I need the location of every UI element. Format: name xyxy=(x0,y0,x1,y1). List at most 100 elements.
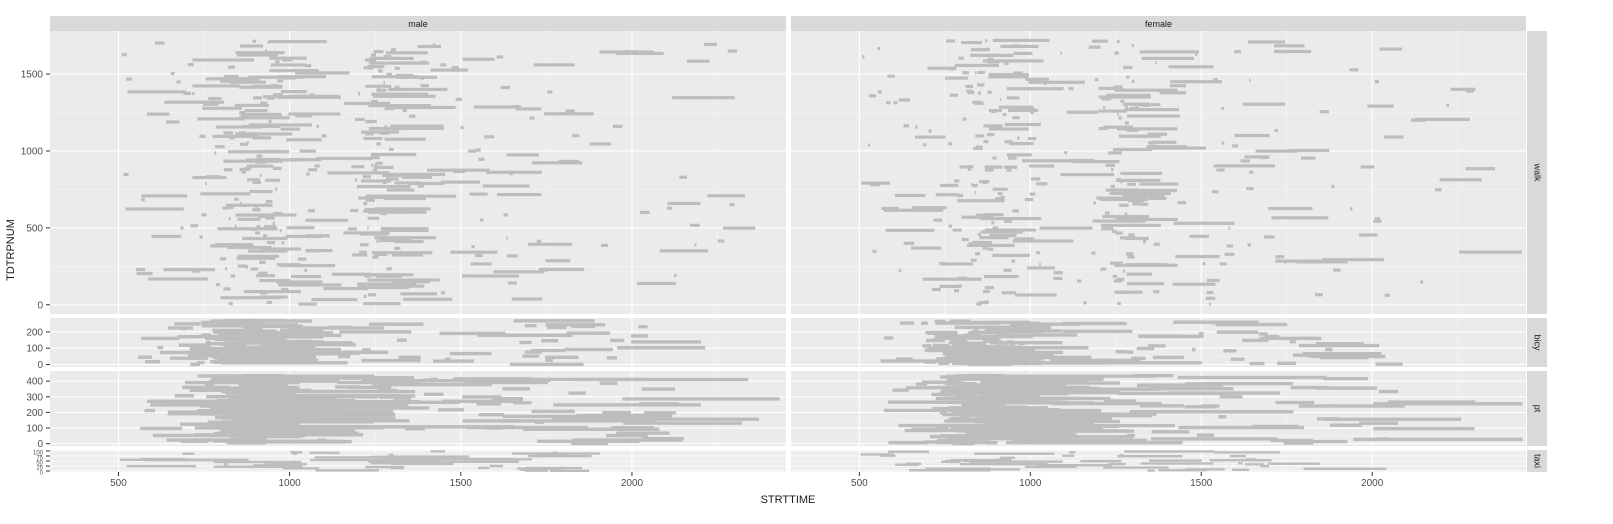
trip-segment xyxy=(464,380,548,385)
trip-segment xyxy=(958,56,964,60)
trip-segment xyxy=(991,346,1089,350)
trip-segment xyxy=(1323,377,1368,381)
trip-segment xyxy=(237,264,248,268)
trip-segment xyxy=(999,355,1092,360)
trip-segment xyxy=(1466,89,1474,93)
trip-segment xyxy=(1012,44,1019,48)
trip-segment xyxy=(213,460,302,464)
trip-segment xyxy=(1271,216,1329,220)
trip-segment xyxy=(315,469,379,472)
trip-segment xyxy=(1333,268,1341,272)
trip-segment xyxy=(402,109,407,113)
trip-segment xyxy=(667,206,672,210)
trip-segment xyxy=(187,353,205,358)
trip-segment xyxy=(1263,334,1280,339)
trip-segment xyxy=(385,84,392,88)
trip-segment xyxy=(484,135,495,139)
trip-segment xyxy=(1000,44,1039,48)
trip-segment xyxy=(924,360,937,364)
trip-segment xyxy=(553,451,558,454)
trip-segment xyxy=(250,267,259,271)
trip-segment xyxy=(1249,361,1265,366)
trip-segment xyxy=(553,403,701,407)
trip-segment xyxy=(244,290,301,294)
trip-segment xyxy=(448,460,519,463)
trip-segment xyxy=(631,340,702,344)
trip-segment xyxy=(952,441,974,446)
trip-segment xyxy=(255,231,260,235)
trip-segment xyxy=(155,41,165,45)
trip-segment xyxy=(993,394,1041,398)
trip-segment xyxy=(1132,202,1145,206)
trip-segment xyxy=(872,249,877,253)
trip-segment xyxy=(1209,459,1272,462)
trip-segment xyxy=(381,228,429,232)
trip-segment xyxy=(234,341,254,345)
trip-segment xyxy=(601,243,609,247)
trip-segment xyxy=(980,230,1023,234)
trip-segment xyxy=(378,69,383,73)
trip-segment xyxy=(478,466,490,469)
trip-segment xyxy=(1092,219,1146,223)
trip-segment xyxy=(383,54,392,59)
trip-segment xyxy=(163,268,216,272)
trip-segment xyxy=(276,462,282,466)
trip-segment xyxy=(525,469,548,472)
trip-segment xyxy=(299,149,316,153)
trip-segment xyxy=(1122,217,1137,221)
trip-segment xyxy=(959,463,1048,466)
trip-segment xyxy=(268,40,327,44)
trip-segment xyxy=(354,178,358,182)
trip-segment xyxy=(336,380,421,385)
trip-segment xyxy=(249,189,273,194)
trip-segment xyxy=(123,172,129,177)
trip-segment xyxy=(956,334,974,338)
trip-segment xyxy=(492,397,523,401)
trip-segment xyxy=(468,149,476,153)
trip-segment xyxy=(545,355,579,359)
trip-segment xyxy=(952,228,962,232)
trip-segment xyxy=(223,287,231,291)
trip-segment xyxy=(1052,401,1162,406)
trip-segment xyxy=(1248,170,1254,174)
trip-segment xyxy=(474,253,483,257)
trip-segment xyxy=(962,349,971,353)
trip-segment xyxy=(304,268,308,272)
trip-segment xyxy=(217,227,278,231)
trip-segment xyxy=(1289,340,1296,344)
trip-segment xyxy=(234,224,237,228)
trip-segment xyxy=(1303,467,1387,470)
trip-segment xyxy=(967,167,972,171)
trip-segment xyxy=(1053,276,1063,281)
trip-segment xyxy=(641,436,684,441)
trip-segment xyxy=(227,410,380,414)
trip-segment xyxy=(1022,159,1083,163)
trip-segment xyxy=(274,187,278,191)
trip-segment xyxy=(282,58,293,62)
trip-segment xyxy=(215,283,221,287)
trip-segment xyxy=(280,90,307,94)
trip-segment xyxy=(975,252,980,256)
trip-segment xyxy=(480,218,484,222)
trip-segment xyxy=(408,181,445,186)
trip-segment xyxy=(371,75,419,79)
trip-segment xyxy=(423,378,434,382)
trip-segment xyxy=(219,243,238,247)
trip-segment xyxy=(470,262,492,266)
trip-segment xyxy=(1224,252,1235,256)
trip-segment xyxy=(1116,39,1120,44)
trip-segment xyxy=(244,109,268,113)
trip-segment xyxy=(957,199,1005,203)
trip-segment xyxy=(1000,456,1015,459)
panel-pt-female xyxy=(791,371,1526,446)
trip-segment xyxy=(246,408,268,412)
trip-segment xyxy=(1062,329,1133,333)
trip-segment xyxy=(1112,274,1118,278)
trip-segment xyxy=(137,355,152,359)
trip-segment xyxy=(1126,263,1168,267)
trip-segment xyxy=(352,253,368,257)
trip-segment xyxy=(367,65,385,69)
trip-segment xyxy=(363,302,401,306)
trip-segment xyxy=(961,41,982,45)
trip-segment xyxy=(382,131,390,135)
